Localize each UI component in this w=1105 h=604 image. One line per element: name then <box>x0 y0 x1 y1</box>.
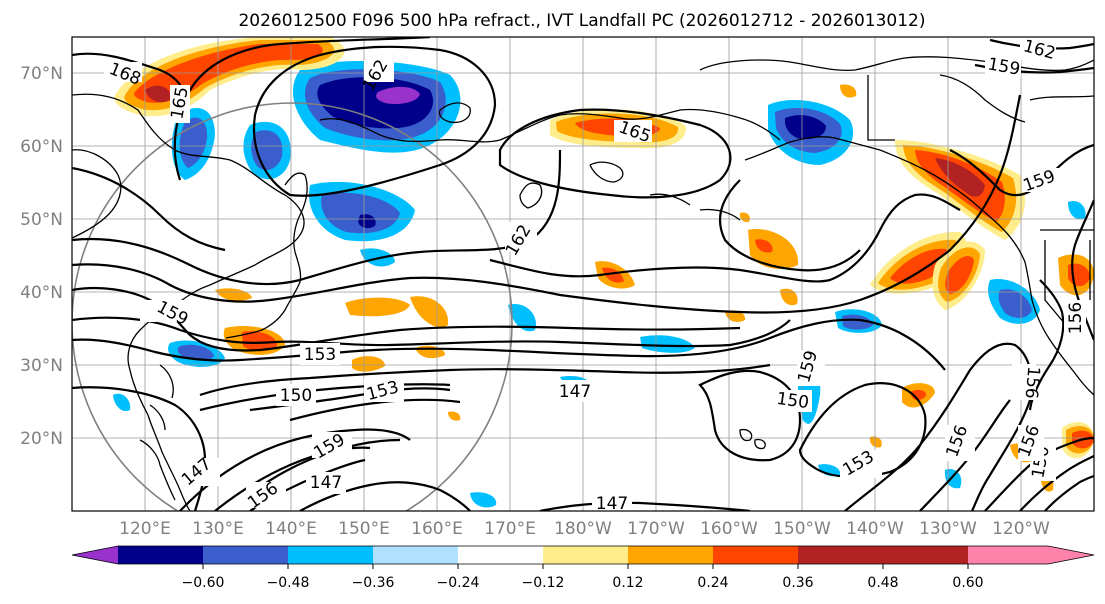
shading-blob <box>345 297 410 317</box>
colorbar-extend-right <box>1048 546 1094 564</box>
lat-label: 20°N <box>20 429 63 449</box>
colorbar-segment <box>118 546 203 564</box>
contour-label: 153 <box>304 345 336 365</box>
colorbar-ticks <box>202 564 969 569</box>
lon-label: 130°W <box>919 519 977 539</box>
shading-blob <box>376 86 420 104</box>
shading-blob <box>321 192 400 234</box>
coastlines <box>72 56 1094 511</box>
contour-label: 156 <box>1021 365 1044 399</box>
shading-blob <box>602 267 624 283</box>
colorbar-tick-label: −0.60 <box>182 575 225 591</box>
shading-blob <box>840 84 857 98</box>
colorbar-extend-left <box>72 546 118 564</box>
colorbar-tick-label: −0.36 <box>352 575 395 591</box>
shading-blob <box>358 214 376 229</box>
shading-blob <box>748 229 799 269</box>
colorbar-tick-label: −0.48 <box>267 575 310 591</box>
lon-label: 170°W <box>627 519 685 539</box>
colorbar-tick-label: 0.48 <box>867 575 898 591</box>
shading-blob <box>242 331 278 352</box>
contour-label: 147 <box>596 494 628 514</box>
colorbar-segment <box>713 546 798 564</box>
contour-label: 147 <box>559 382 591 402</box>
shading-blob <box>508 304 536 332</box>
lat-label: 70°N <box>20 64 63 84</box>
colorbar-segment <box>968 546 1048 564</box>
lon-label: 150°W <box>773 519 831 539</box>
colorbar-segment <box>373 546 458 564</box>
map-area: 168 165 162 165 162 162 159 159 156 159 … <box>72 37 1094 514</box>
lat-label: 60°N <box>20 137 63 157</box>
shading-blob <box>410 296 449 328</box>
colorbar-segment <box>458 546 543 564</box>
colorbar-segment <box>883 546 968 564</box>
landfall-region-circle <box>72 102 513 511</box>
shading-blob <box>640 335 695 353</box>
figure-title: 2026012500 F096 500 hPa refract., IVT La… <box>238 11 925 31</box>
contour-label: 150 <box>775 389 810 413</box>
shading-blob <box>842 314 873 330</box>
shading-blob <box>739 212 750 223</box>
colorbar-tick-label: 0.60 <box>952 575 983 591</box>
shading-blob <box>448 411 461 421</box>
shading-blob <box>145 85 172 103</box>
shading-blob <box>755 239 773 253</box>
shading-blob <box>784 115 826 140</box>
contour-labels: 168 165 162 165 162 162 159 159 156 159 … <box>104 37 1086 514</box>
colorbar-tick-label: −0.12 <box>522 575 565 591</box>
shading-blob <box>998 289 1032 318</box>
lon-label: 160°W <box>700 519 758 539</box>
shading-blob <box>215 288 252 301</box>
colorbar-segment <box>543 546 628 564</box>
lon-label: 130°E <box>192 519 244 539</box>
contour-label: 150 <box>280 386 312 406</box>
colorbar-tick-label: −0.24 <box>437 575 480 591</box>
colorbar-outline <box>71 545 1095 565</box>
shading-blob <box>945 256 974 294</box>
colorbar-segment <box>288 546 373 564</box>
lat-label: 40°N <box>20 283 63 303</box>
shading-blob <box>780 288 798 306</box>
lon-label: 170°E <box>484 519 536 539</box>
shading-blob <box>113 393 131 412</box>
lon-label: 140°E <box>265 519 317 539</box>
shading-blob <box>910 389 927 401</box>
shading-blob <box>869 436 882 448</box>
longitude-labels: 120°E 130°E 140°E 150°E 160°E 170°E 180°… <box>119 519 1050 539</box>
shading-blob <box>935 158 985 197</box>
latitude-labels: 70°N 60°N 50°N 40°N 30°N 20°N <box>20 64 63 449</box>
colorbar-tick-label: 0.24 <box>697 575 728 591</box>
lon-label: 160°E <box>411 519 463 539</box>
colorbar-tick-label: 0.36 <box>782 575 813 591</box>
shading-blob <box>470 492 497 508</box>
lon-label: 120°E <box>119 519 171 539</box>
lon-label: 120°W <box>992 519 1050 539</box>
lon-label: 140°W <box>846 519 904 539</box>
shading-blob <box>944 469 962 489</box>
colorbar-segment <box>203 546 288 564</box>
colorbar-tick-label: 0.12 <box>612 575 643 591</box>
lon-label: 180°W <box>554 519 612 539</box>
lat-label: 30°N <box>20 356 63 376</box>
lon-label: 150°E <box>338 519 390 539</box>
colorbar: −0.60 −0.48 −0.36 −0.24 −0.12 0.12 0.24 … <box>71 545 1095 591</box>
shading-blob <box>1068 200 1086 220</box>
shading-blob <box>725 310 746 322</box>
map-frame <box>71 36 1095 512</box>
contour-label: 156 <box>1066 302 1086 334</box>
contour-label: 147 <box>310 473 342 493</box>
lat-label: 50°N <box>20 210 63 230</box>
colorbar-segment <box>628 546 713 564</box>
shading-blob <box>177 344 214 361</box>
colorbar-segment <box>798 546 883 564</box>
shading-blob <box>352 356 385 372</box>
